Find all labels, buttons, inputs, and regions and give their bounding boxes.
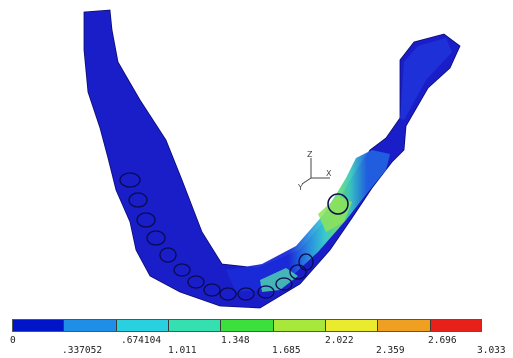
ramus-shade	[400, 38, 452, 120]
legend-swatch	[378, 319, 431, 332]
legend-swatch	[221, 319, 274, 332]
legend-label-2: .674104	[121, 335, 162, 346]
stress-region	[226, 150, 390, 292]
coordinate-triad	[301, 158, 330, 185]
contour-legend-bar	[12, 319, 482, 332]
legend-swatch	[168, 319, 222, 332]
legend-label-9: 3.033	[477, 345, 506, 356]
mandible-body	[83, 9, 461, 309]
legend-swatch	[116, 319, 169, 332]
legend-swatch	[12, 319, 65, 332]
legend-label-5: 1.685	[272, 345, 301, 356]
model-viewport[interactable]: Z X Y	[0, 0, 513, 312]
triad-x-label: X	[326, 169, 332, 178]
legend-label-3: 1.011	[168, 345, 197, 356]
legend-swatch	[273, 319, 326, 332]
mandible-stress-plot: Z X Y	[83, 9, 461, 309]
legend-label-0: 0	[10, 335, 16, 346]
legend-label-8: 2.696	[428, 335, 457, 346]
legend-swatch	[430, 319, 482, 332]
legend-swatch	[325, 319, 379, 332]
legend-label-4: 1.348	[221, 335, 250, 346]
legend-label-6: 2.022	[325, 335, 354, 346]
tooth-sockets	[119, 172, 314, 301]
legend-label-7: 2.359	[376, 345, 405, 356]
legend-label-1: .337052	[62, 345, 103, 356]
triad-y-label: Y	[297, 183, 303, 192]
triad-z-label: Z	[307, 150, 313, 159]
legend-swatch	[64, 319, 117, 332]
implant-marker	[327, 193, 349, 215]
